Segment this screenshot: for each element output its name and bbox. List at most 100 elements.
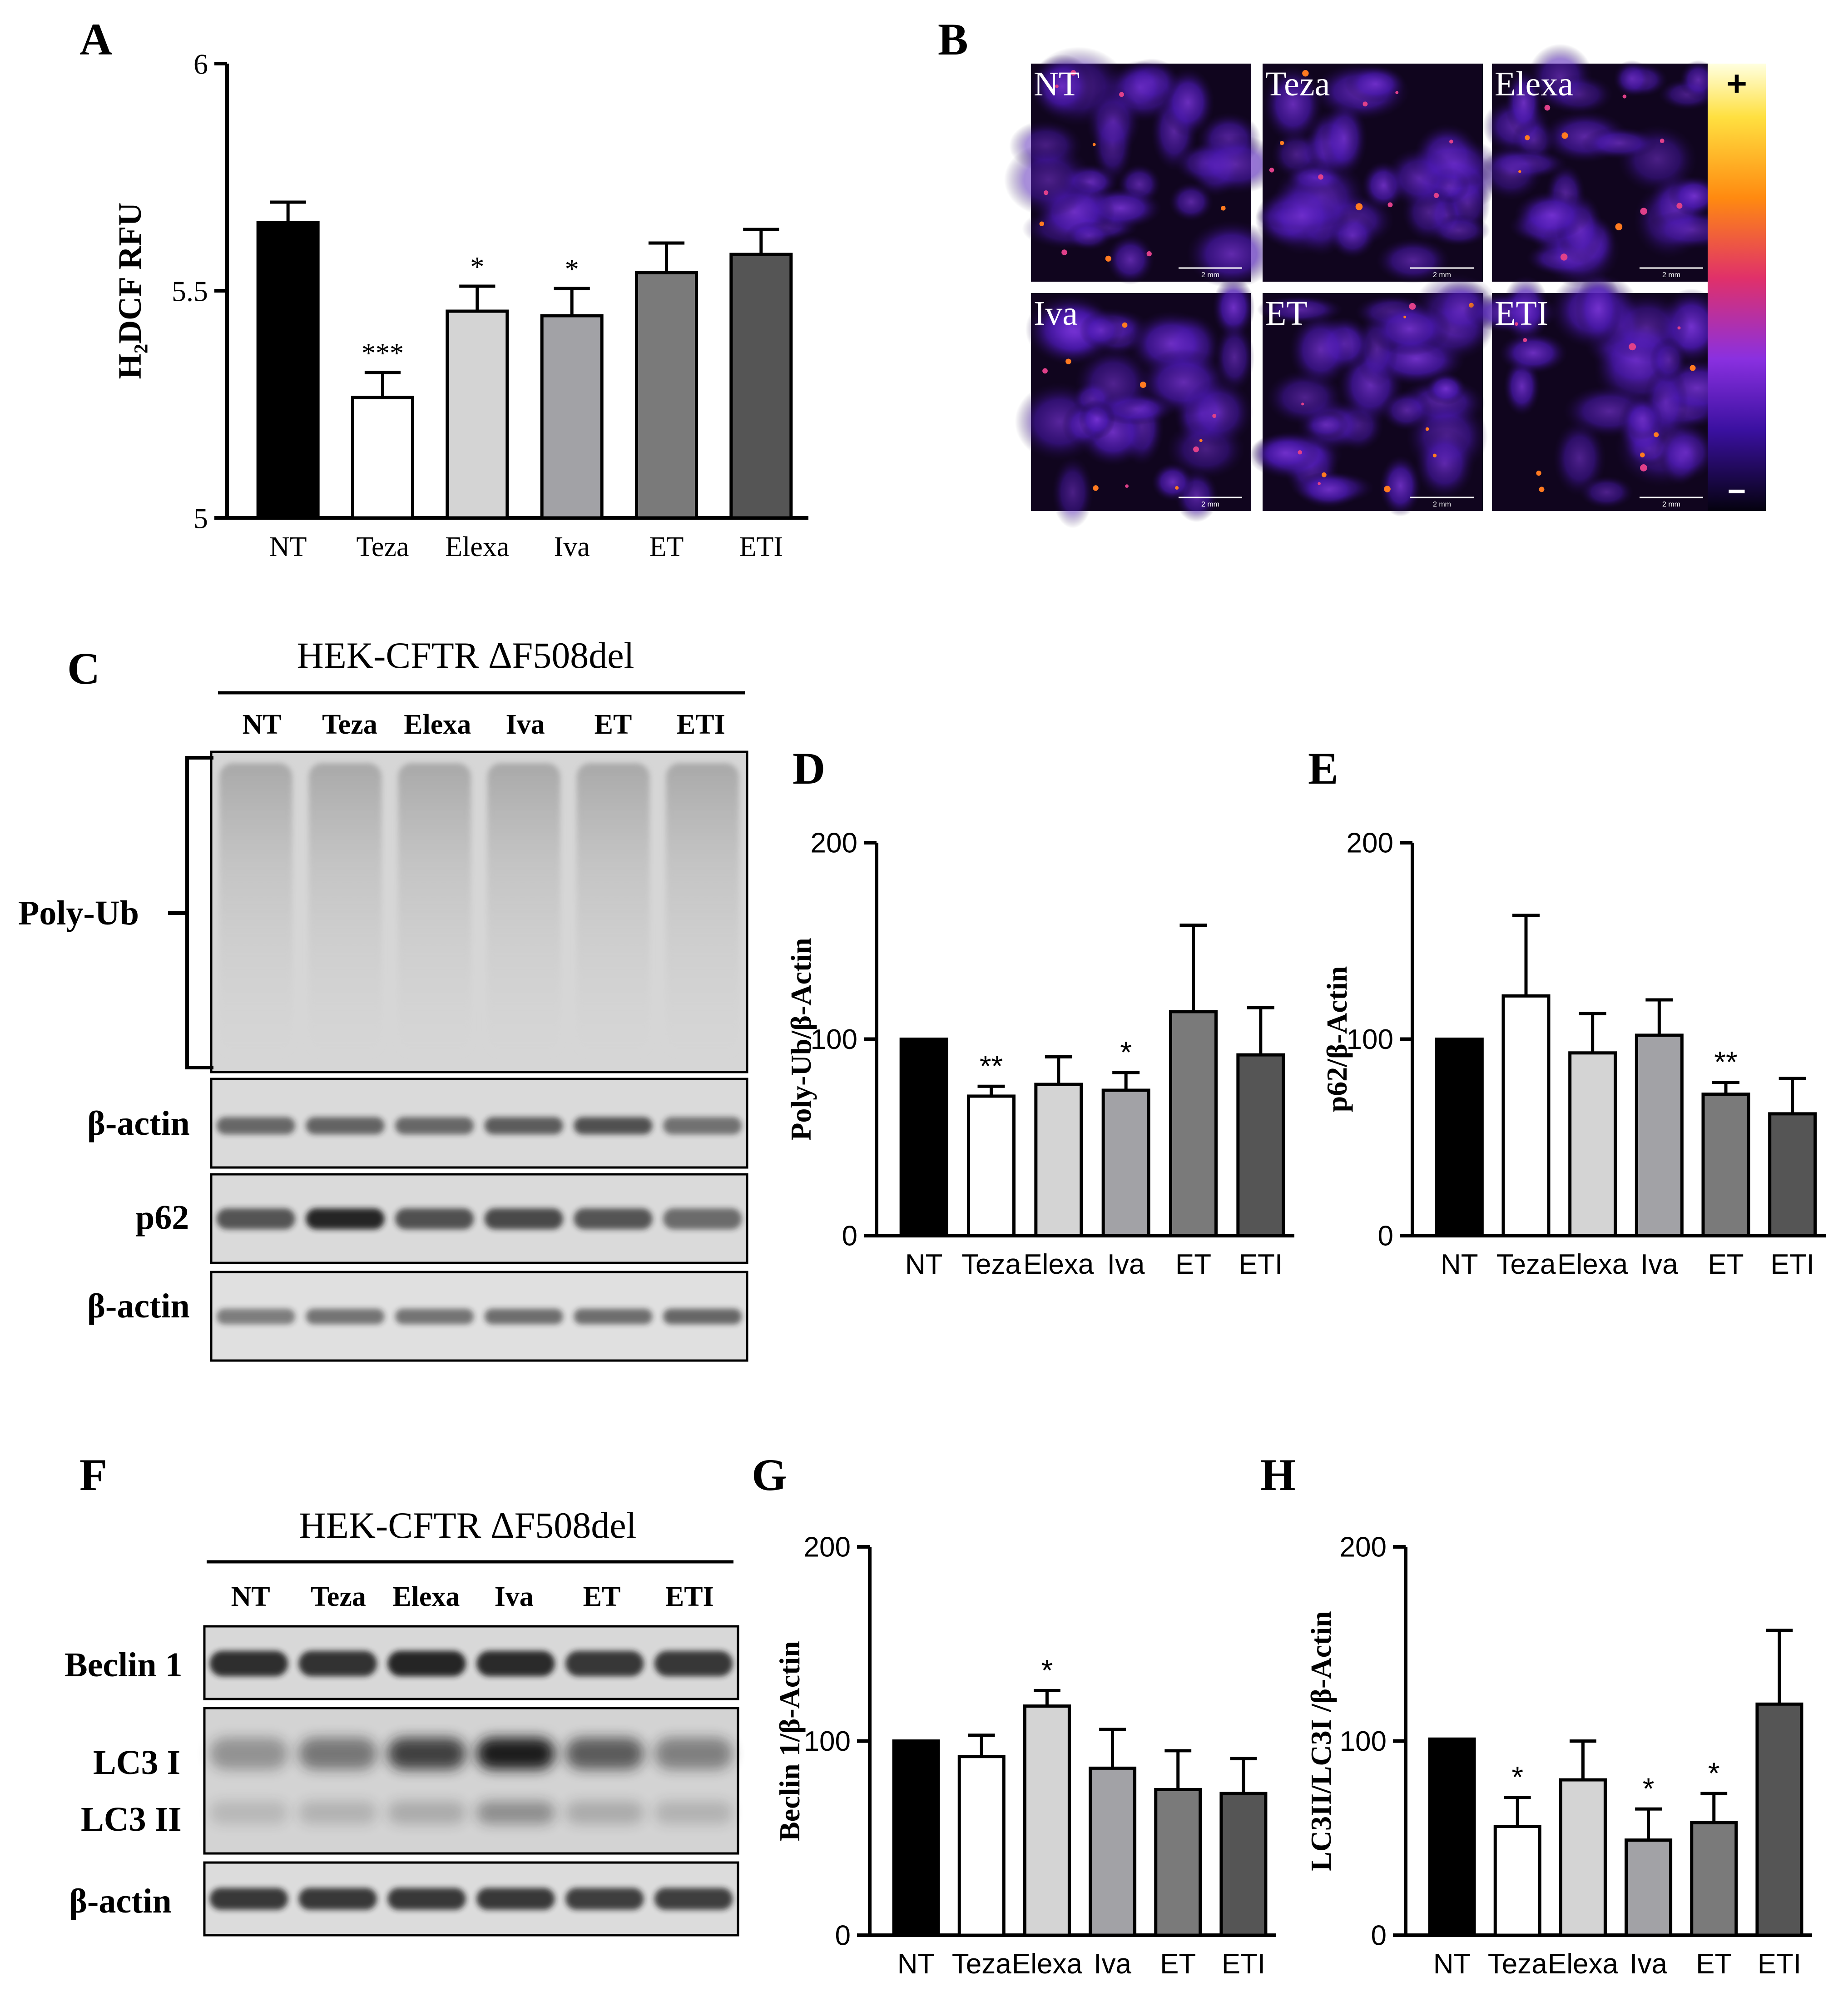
cell-cluster <box>1513 190 1590 240</box>
bright-spot <box>1119 92 1124 97</box>
y-axis-label-e: p62/β-Actin <box>1321 966 1353 1113</box>
colorbar-min-label: − <box>1728 473 1746 509</box>
panel-letter-e: E <box>1308 743 1338 794</box>
actin-band <box>663 1309 742 1324</box>
cell-cluster <box>1251 432 1319 473</box>
bright-spot <box>1432 453 1437 457</box>
lane-label-et: ET <box>595 709 632 740</box>
image-label: Teza <box>1265 65 1330 103</box>
y-tick-label-g: 100 <box>804 1726 851 1757</box>
lane-label-iva: Iva <box>495 1581 534 1612</box>
bright-spot <box>1175 486 1179 490</box>
bright-spot <box>1660 139 1665 144</box>
cell-cluster <box>1031 54 1094 119</box>
lc3ii-band <box>298 1801 377 1824</box>
bright-spot <box>1355 203 1363 210</box>
cell-cluster <box>1345 65 1406 103</box>
cell-cluster <box>1288 312 1353 387</box>
beclin-band <box>565 1651 644 1676</box>
bright-spot <box>1433 193 1439 198</box>
y-tick-label-g: 200 <box>804 1532 851 1563</box>
cell-cluster <box>1186 220 1277 288</box>
beclin-band <box>209 1651 288 1676</box>
actin-band <box>395 1309 474 1324</box>
bright-spot <box>1193 446 1199 452</box>
bar-iva <box>1635 1033 1684 1237</box>
bright-spot <box>1515 322 1518 326</box>
blot-lc3 <box>203 1707 739 1855</box>
x-tick-label-eti: ETI <box>1239 1249 1283 1280</box>
bright-spot <box>1039 221 1045 227</box>
y-tick-label-a: 6 <box>193 48 208 80</box>
bar-teza <box>967 1094 1016 1237</box>
bright-spot <box>1146 251 1152 257</box>
blot-beclin <box>203 1625 739 1700</box>
bright-spot <box>1676 203 1683 209</box>
blot-label-p62: p62 <box>135 1198 189 1237</box>
cell-cluster <box>1184 378 1253 447</box>
bar-et <box>1701 1093 1750 1237</box>
fluorescence-image-grid: NT 2 mm Teza2 mmElexa 2 mm Iva 2 mm ET 2 mm ETI 2… <box>1004 44 1746 528</box>
bright-spot <box>1302 70 1309 77</box>
p62-band <box>663 1208 742 1229</box>
x-tick-label-teza: Teza <box>356 532 409 562</box>
y-axis-label-d: Poly-Ub/β-Actin <box>785 938 817 1140</box>
lc3ii-band <box>565 1801 644 1824</box>
bright-spot <box>1199 439 1203 442</box>
bright-spot <box>1387 202 1393 208</box>
bright-spot <box>1539 487 1545 492</box>
scale-bar-label: 2 mm <box>1662 501 1680 508</box>
scale-bar-label: 2 mm <box>1201 501 1219 508</box>
panel-letter-g: G <box>752 1450 787 1500</box>
cell-cluster <box>1065 221 1113 251</box>
significance-marker: * <box>1708 1756 1720 1790</box>
cell-cluster <box>1622 397 1663 440</box>
x-tick-label-elexa: Elexa <box>1012 1948 1083 1980</box>
bright-spot <box>1042 368 1048 374</box>
bright-spot <box>1677 326 1681 330</box>
bar-eti <box>1768 1112 1817 1237</box>
x-tick-label-et: ET <box>1175 1249 1211 1280</box>
cell-cluster <box>1499 332 1568 374</box>
blot-label-lc3ii: LC3 II <box>81 1800 182 1838</box>
image-label: ET <box>1265 294 1308 333</box>
x-tick-label-nt: NT <box>1441 1249 1478 1280</box>
panel-letter-a: A <box>79 14 112 65</box>
panel-letter-f: F <box>79 1450 107 1500</box>
blot-label-actin-c1: β-actin <box>87 1104 190 1143</box>
polyub-smear <box>576 763 650 1054</box>
lc3i-band <box>654 1738 733 1769</box>
image-label: Iva <box>1034 294 1078 333</box>
y-axis-label-h: LC3II/LC3I /β-Actin <box>1305 1611 1337 1871</box>
bar-et <box>1169 1010 1218 1237</box>
bar-elexa <box>446 309 509 520</box>
cell-cluster <box>1581 127 1658 159</box>
bright-spot <box>1523 338 1527 343</box>
actin-band <box>476 1888 555 1910</box>
x-tick-label-nt: NT <box>897 1948 935 1980</box>
scale-bar-label: 2 mm <box>1433 501 1451 508</box>
cell-cluster <box>1479 143 1544 201</box>
beclin-band <box>654 1651 733 1676</box>
bright-spot <box>1622 94 1627 99</box>
y-tick-label-e: 100 <box>1347 1024 1393 1055</box>
image-label: ETI <box>1495 294 1548 333</box>
cell-cluster <box>1552 420 1606 497</box>
bar-nt <box>899 1038 948 1237</box>
bright-spot <box>1105 255 1111 262</box>
bar-eti <box>1219 1792 1268 1937</box>
beclin-band <box>298 1651 377 1676</box>
actin-band <box>654 1888 733 1910</box>
bright-spot <box>1065 358 1071 364</box>
chart-d-polyub: 0 100 200 Poly-Ub/β-Actin NT ** Teza Elexa * Iva E… <box>785 828 1294 1280</box>
actin-band <box>216 1309 295 1324</box>
bar-et <box>635 271 698 520</box>
lane-label-teza: Teza <box>311 1581 366 1612</box>
image-label: NT <box>1034 65 1080 103</box>
bright-spot <box>1221 205 1226 211</box>
p62-band <box>216 1208 295 1229</box>
western-blot-f: HEK-CFTR ΔF508del NT Teza Elexa Iva ET ETI Be… <box>64 1505 739 1937</box>
lane-label-nt: NT <box>243 709 282 740</box>
scale-bar-label: 2 mm <box>1662 271 1680 279</box>
